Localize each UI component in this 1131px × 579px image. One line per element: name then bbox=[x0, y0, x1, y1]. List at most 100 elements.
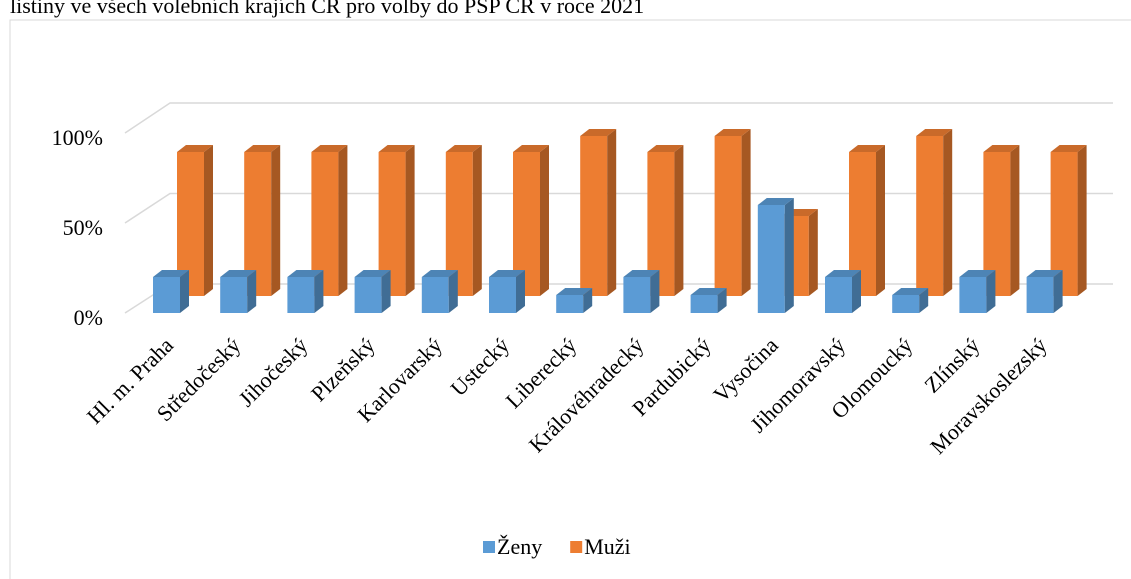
bar-side bbox=[180, 270, 189, 313]
bar-side bbox=[650, 270, 660, 313]
bar bbox=[690, 288, 727, 313]
bar-front bbox=[959, 277, 987, 313]
bar-top bbox=[714, 129, 751, 136]
bar bbox=[556, 288, 593, 313]
bar-side bbox=[741, 129, 751, 296]
bar bbox=[489, 270, 525, 313]
grid-line bbox=[124, 192, 1113, 224]
bar bbox=[916, 129, 953, 296]
bar-top bbox=[220, 270, 257, 277]
bar-side bbox=[583, 288, 593, 313]
bar bbox=[220, 270, 257, 313]
chart-frame bbox=[9, 19, 1131, 579]
bar-side bbox=[876, 145, 885, 296]
bar-front bbox=[287, 277, 315, 313]
bar-top bbox=[959, 270, 996, 277]
bar-side bbox=[540, 145, 549, 296]
bar-side bbox=[204, 145, 213, 296]
bar-front bbox=[825, 277, 852, 313]
bar bbox=[623, 270, 660, 313]
bar-top bbox=[623, 270, 660, 277]
bar-side bbox=[1010, 145, 1020, 296]
bar bbox=[287, 270, 324, 313]
bar-front bbox=[580, 136, 608, 296]
bar-top bbox=[287, 270, 324, 277]
bar bbox=[757, 198, 794, 313]
legend-label: Ženy bbox=[497, 534, 542, 559]
bar bbox=[153, 270, 189, 313]
bar-top bbox=[445, 145, 482, 152]
bar-side bbox=[405, 145, 415, 296]
bar-top bbox=[177, 145, 213, 152]
bar-front bbox=[916, 136, 944, 296]
bar-top bbox=[580, 129, 617, 136]
bar bbox=[825, 270, 861, 313]
bar-front bbox=[153, 277, 180, 313]
bar-top bbox=[1026, 270, 1063, 277]
x-tick-label: Zlínský bbox=[919, 332, 984, 397]
bar-side bbox=[784, 198, 794, 313]
bar-front bbox=[690, 295, 718, 313]
bar bbox=[354, 270, 391, 313]
bar-side bbox=[717, 288, 727, 313]
x-tick-label: Královéhradecký bbox=[524, 332, 649, 457]
bar-side bbox=[516, 270, 525, 313]
bar-side bbox=[338, 145, 348, 296]
bar-side bbox=[808, 209, 818, 296]
bar-side bbox=[986, 270, 996, 313]
bar-side bbox=[1053, 270, 1063, 313]
bar bbox=[580, 129, 617, 296]
bar bbox=[714, 129, 751, 296]
bar-top bbox=[244, 145, 281, 152]
bar-front bbox=[354, 277, 382, 313]
bar-front bbox=[1026, 277, 1054, 313]
bar-top bbox=[513, 145, 549, 152]
bar-top bbox=[153, 270, 189, 277]
bar-top bbox=[892, 288, 929, 295]
bar-side bbox=[607, 129, 617, 296]
bar-front bbox=[623, 277, 651, 313]
bar-top bbox=[311, 145, 348, 152]
bar-side bbox=[943, 129, 953, 296]
bar-side bbox=[852, 270, 861, 313]
bar-side bbox=[271, 145, 281, 296]
bar-side bbox=[448, 270, 458, 313]
bar-side bbox=[1077, 145, 1087, 296]
bar bbox=[378, 145, 415, 296]
bar-top bbox=[489, 270, 525, 277]
bar bbox=[1026, 270, 1063, 313]
bar-side bbox=[919, 288, 929, 313]
bar bbox=[892, 288, 929, 313]
bar-side bbox=[472, 145, 482, 296]
grid-line bbox=[124, 102, 1113, 134]
bar-top bbox=[354, 270, 391, 277]
bar-side bbox=[381, 270, 391, 313]
x-tick-label: Ustecký bbox=[445, 332, 514, 401]
bar-top bbox=[647, 145, 684, 152]
bar-top bbox=[378, 145, 415, 152]
bar-front bbox=[714, 136, 742, 296]
bar-top bbox=[421, 270, 458, 277]
legend-swatch bbox=[570, 541, 583, 553]
bar-front bbox=[489, 277, 516, 313]
bar-top bbox=[849, 145, 885, 152]
bar-top bbox=[690, 288, 727, 295]
bar-front bbox=[556, 295, 584, 313]
bar bbox=[513, 145, 549, 296]
bar bbox=[959, 270, 996, 313]
bar-side bbox=[674, 145, 684, 296]
bar-top bbox=[556, 288, 593, 295]
legend-label: Muži bbox=[584, 534, 630, 559]
x-tick-label: Moravskoslezský bbox=[925, 332, 1052, 459]
bar-side bbox=[314, 270, 324, 313]
x-tick-label: Jihočeský bbox=[233, 332, 312, 411]
y-tick-label: 0% bbox=[74, 305, 103, 330]
bar-front bbox=[757, 205, 785, 313]
bar-top bbox=[916, 129, 953, 136]
bar-top bbox=[1050, 145, 1087, 152]
bar-front bbox=[892, 295, 920, 313]
bar-side bbox=[247, 270, 257, 313]
legend-swatch bbox=[483, 541, 495, 553]
